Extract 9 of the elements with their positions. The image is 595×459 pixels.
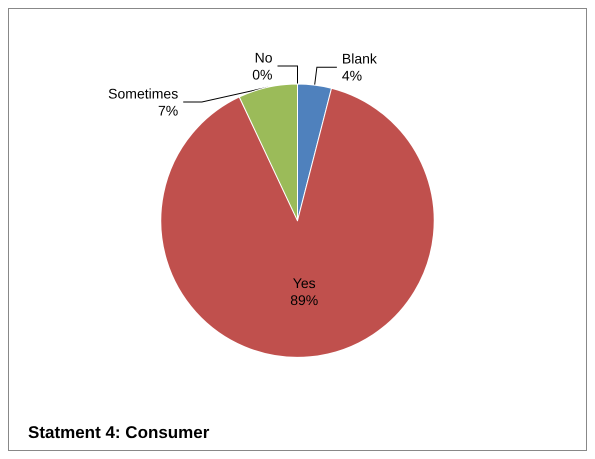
slice-label: Sometimes [108, 85, 178, 102]
slice-label: Blank [342, 50, 378, 67]
text: Statment 4: Consumer [28, 423, 210, 442]
text: 0% [252, 66, 272, 82]
data-label: 89% [290, 292, 318, 308]
slice-label: Yes [292, 275, 316, 292]
data-label: 7% [158, 102, 178, 118]
data-label: 4% [342, 68, 362, 84]
category-label: No [254, 49, 272, 66]
